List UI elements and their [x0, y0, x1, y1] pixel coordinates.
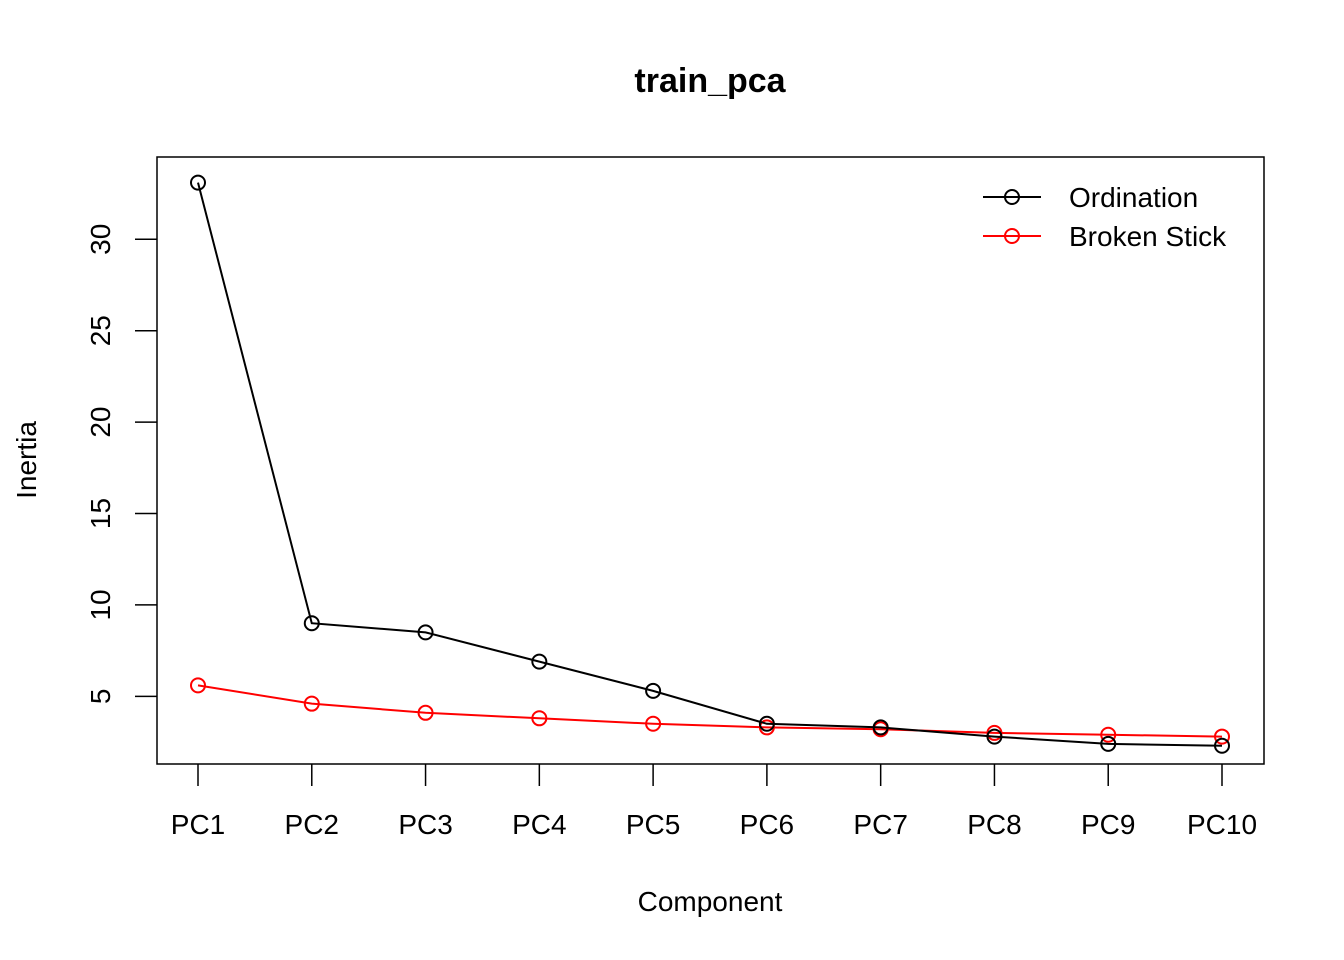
- point-2-9: [1100, 726, 1117, 743]
- point-1-2: [303, 615, 320, 632]
- series-ordination: [190, 174, 1230, 754]
- x-tick-label-8: PC8: [967, 809, 1021, 840]
- x-axis-label: Component: [638, 886, 783, 917]
- y-tick-label-15: 15: [85, 498, 116, 529]
- chart-title: train_pca: [634, 62, 786, 100]
- point-2-10: [1214, 728, 1230, 745]
- x-tick-label-5: PC5: [626, 809, 680, 840]
- point-2-5: [645, 715, 662, 732]
- point-1-8: [986, 728, 1003, 745]
- legend-marker-2: [1004, 228, 1020, 244]
- point-2-2: [303, 695, 320, 712]
- y-tick-label-10: 10: [85, 589, 116, 620]
- series-broken-stick: [190, 677, 1230, 745]
- legend-label-1: Ordination: [1069, 182, 1198, 213]
- point-1-4: [531, 653, 548, 670]
- legend-label-2: Broken Stick: [1069, 221, 1227, 252]
- x-tick-label-10: PC10: [1187, 809, 1257, 840]
- legend-marker-1: [1004, 189, 1020, 205]
- point-1-5: [645, 682, 662, 699]
- series-layer: [190, 174, 1230, 754]
- x-tick-label-6: PC6: [740, 809, 794, 840]
- series-line-1: [197, 182, 1223, 747]
- point-1-9: [1100, 735, 1117, 752]
- legend: Ordination Broken Stick: [983, 182, 1227, 252]
- x-tick-label-9: PC9: [1081, 809, 1135, 840]
- y-tick-label-5: 5: [85, 689, 116, 705]
- point-1-7: [872, 719, 889, 736]
- x-tick-label-2: PC2: [285, 809, 339, 840]
- point-2-1: [190, 677, 206, 694]
- point-1-6: [758, 715, 775, 732]
- point-2-4: [531, 710, 548, 727]
- y-axis: 5 10 15 20 25 30: [85, 224, 157, 704]
- y-tick-label-20: 20: [85, 407, 116, 438]
- y-tick-label-30: 30: [85, 224, 116, 255]
- y-tick-label-25: 25: [85, 315, 116, 346]
- plot-frame: [156, 156, 1265, 765]
- y-axis-label: Inertia: [11, 421, 42, 499]
- point-2-3: [417, 704, 434, 721]
- x-tick-label-4: PC4: [512, 809, 566, 840]
- point-1-1: [190, 174, 206, 191]
- point-1-10: [1214, 737, 1230, 754]
- series-line-2: [197, 684, 1223, 738]
- x-tick-label-1: PC1: [171, 809, 225, 840]
- x-axis: PC1 PC2 PC3 PC4 PC5 PC6 PC7 PC8 PC9 PC10: [171, 764, 1257, 840]
- point-1-3: [417, 624, 434, 641]
- x-tick-label-7: PC7: [853, 809, 907, 840]
- x-tick-label-3: PC3: [398, 809, 452, 840]
